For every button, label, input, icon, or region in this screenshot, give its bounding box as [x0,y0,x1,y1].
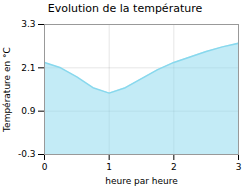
svg-text:2: 2 [171,162,177,172]
svg-text:0: 0 [42,162,48,172]
svg-text:-0.3: -0.3 [18,149,36,159]
svg-text:3: 3 [236,162,242,172]
svg-text:Température en °C: Température en °C [2,47,12,133]
svg-text:2.1: 2.1 [21,63,35,73]
svg-text:3.3: 3.3 [21,19,35,29]
svg-text:heure par heure: heure par heure [105,176,178,186]
svg-text:0.9: 0.9 [21,106,36,116]
svg-text:1: 1 [106,162,112,172]
html-text:Evolution de la température: Evolution de la température [47,2,203,15]
